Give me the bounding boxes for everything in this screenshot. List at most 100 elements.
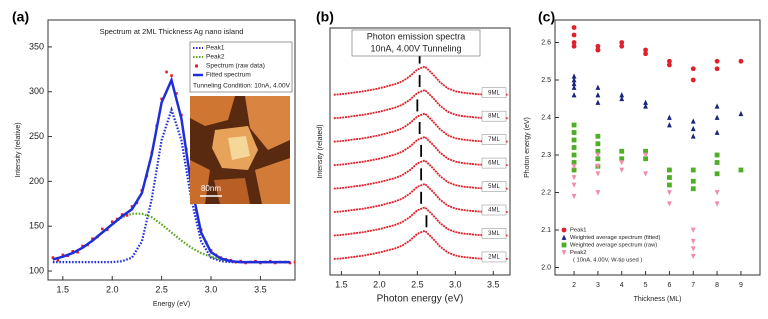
data-point bbox=[165, 70, 168, 74]
data-point bbox=[714, 171, 720, 177]
data-point bbox=[714, 152, 720, 158]
data-point bbox=[175, 92, 178, 95]
legend-swatch bbox=[561, 227, 567, 233]
x-tick-label: 3.5 bbox=[254, 284, 267, 294]
legend-label: Weighted average spectrum (fitted) bbox=[570, 235, 661, 241]
y-tick-label: 100 bbox=[29, 265, 44, 275]
data-point bbox=[293, 260, 295, 264]
series-label: 8ML bbox=[488, 114, 500, 120]
y-tick-label: 350 bbox=[29, 41, 44, 51]
data-point bbox=[571, 80, 577, 87]
data-point bbox=[714, 66, 720, 72]
spectrum-line bbox=[333, 206, 509, 237]
data-point bbox=[595, 92, 601, 98]
y-tick-label: 2.3 bbox=[541, 152, 551, 159]
plot-area bbox=[51, 70, 295, 265]
legend-swatch bbox=[561, 250, 567, 256]
legend-swatch bbox=[561, 242, 567, 248]
data-point bbox=[643, 152, 648, 158]
legend-label: Fitted spectrum bbox=[206, 72, 251, 79]
data-point bbox=[101, 227, 104, 231]
inset-region bbox=[228, 136, 250, 160]
series-label-box bbox=[481, 110, 507, 122]
data-point bbox=[595, 99, 601, 105]
data-point bbox=[667, 62, 672, 68]
x-tick-label: 2.0 bbox=[106, 284, 119, 294]
data-point bbox=[571, 152, 577, 158]
y-axis-label: Intensity (related) bbox=[317, 124, 324, 178]
data-point bbox=[571, 73, 577, 79]
inset-region bbox=[190, 96, 235, 126]
x-tick-label: 4 bbox=[620, 282, 624, 289]
data-point bbox=[160, 97, 163, 101]
data-point bbox=[51, 256, 55, 259]
data-point bbox=[571, 163, 577, 170]
data-point bbox=[690, 118, 696, 124]
y-axis-label: Intensity (relative) bbox=[15, 122, 22, 177]
data-point bbox=[643, 156, 648, 162]
data-point bbox=[595, 152, 601, 158]
series-line bbox=[52, 76, 291, 264]
series-label-box bbox=[481, 87, 507, 98]
data-point bbox=[571, 84, 577, 90]
data-point bbox=[130, 205, 134, 208]
data-point bbox=[571, 160, 577, 165]
data-point bbox=[61, 253, 65, 257]
data-point bbox=[690, 238, 696, 245]
data-point bbox=[619, 92, 625, 98]
y-tick-label: 250 bbox=[29, 131, 44, 141]
data-point bbox=[690, 133, 696, 139]
x-axis-label: Energy (eV) bbox=[153, 301, 190, 308]
plot-area bbox=[333, 51, 509, 260]
x-tick-label: 2.5 bbox=[155, 284, 168, 294]
data-point bbox=[667, 182, 672, 188]
data-point bbox=[571, 175, 577, 181]
x-axis-label: Photon energy (eV) bbox=[377, 294, 464, 305]
data-point bbox=[619, 160, 625, 166]
x-tick-label: 5 bbox=[644, 282, 648, 289]
data-point bbox=[619, 43, 625, 49]
data-point bbox=[595, 47, 601, 53]
plot-frame bbox=[554, 19, 761, 276]
data-point bbox=[667, 175, 672, 180]
y-tick-label: 2.4 bbox=[541, 114, 551, 121]
data-point bbox=[595, 43, 601, 49]
x-tick-label: 2.0 bbox=[373, 279, 386, 289]
series-label-box bbox=[481, 134, 507, 145]
chart-title: Spectrum at 2ML Thickness Ag nano island bbox=[100, 27, 244, 36]
data-point bbox=[690, 186, 696, 192]
data-point bbox=[643, 51, 648, 57]
series-label: 6ML bbox=[488, 161, 500, 167]
data-point bbox=[595, 156, 601, 162]
data-point bbox=[690, 253, 696, 260]
data-point bbox=[595, 171, 601, 177]
data-point bbox=[619, 156, 625, 162]
y-axis-label: Photon energy (eV) bbox=[524, 117, 531, 178]
series-label: 3ML bbox=[488, 231, 500, 237]
plot-frame bbox=[329, 27, 511, 276]
data-point bbox=[571, 25, 577, 30]
data-point bbox=[571, 193, 577, 200]
data-point bbox=[619, 167, 625, 173]
x-tick-label: 1.5 bbox=[57, 284, 70, 294]
data-point bbox=[170, 74, 173, 77]
series-label: 2ML bbox=[488, 255, 500, 261]
inset-image: 80nm bbox=[190, 96, 290, 204]
x-tick-label: 6 bbox=[667, 282, 671, 289]
spectrum-line bbox=[333, 112, 509, 143]
legend-swatch bbox=[195, 64, 198, 68]
x-tick-label: 1.5 bbox=[335, 279, 348, 289]
data-point bbox=[76, 250, 79, 254]
data-point bbox=[690, 227, 696, 233]
data-point bbox=[571, 77, 577, 83]
data-point bbox=[91, 237, 94, 241]
data-point bbox=[595, 133, 601, 139]
y-tick-label: 2.1 bbox=[541, 227, 551, 234]
data-point bbox=[690, 125, 696, 132]
legend-label: Peak1 bbox=[570, 228, 586, 234]
data-point bbox=[71, 250, 74, 253]
data-point bbox=[667, 190, 672, 196]
data-point bbox=[571, 40, 577, 45]
data-point bbox=[571, 182, 577, 188]
